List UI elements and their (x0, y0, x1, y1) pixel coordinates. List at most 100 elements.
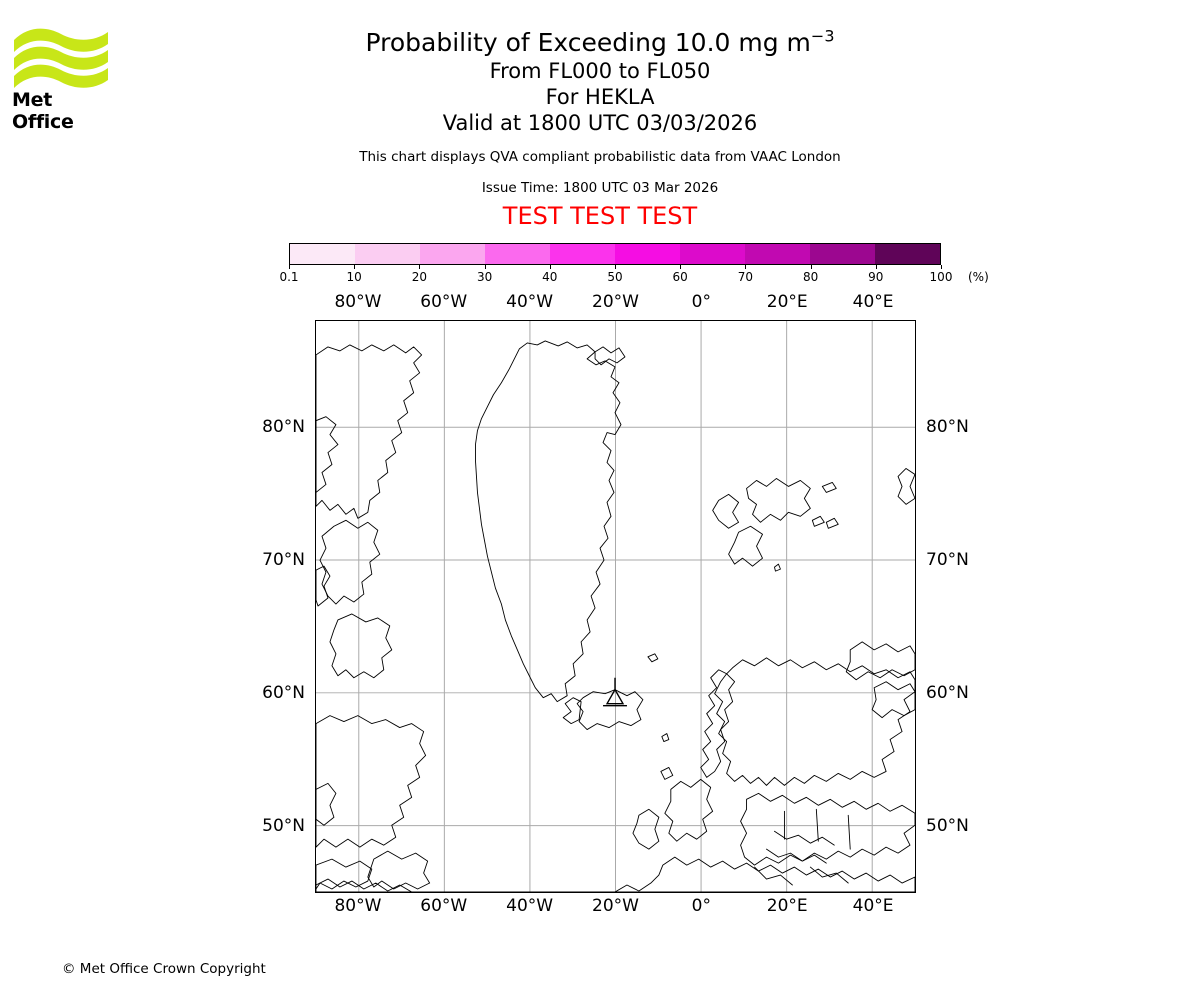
coast-scandinavia (714, 657, 915, 786)
copyright-notice: © Met Office Crown Copyright (62, 961, 266, 977)
graticule-gridlines (316, 321, 915, 892)
colorbar-tick-label-1: 10 (346, 270, 362, 284)
colorbar-tick-mark-5 (615, 265, 616, 269)
lat-label-left-70°N: 70°N (262, 549, 305, 570)
lon-label-top-40°W: 40°W (506, 292, 554, 312)
colorbar-unit-label: (%) (968, 270, 989, 284)
coast-labrador (316, 715, 427, 848)
lat-label-right-60°N: 60°N (926, 683, 969, 704)
coast-white-sea (871, 681, 915, 719)
lon-label-bottom-0°: 0° (691, 896, 712, 916)
coast-greenland-ne (594, 346, 626, 366)
coast-faroe-islands (661, 733, 670, 742)
title-volcano: For HEKLA (545, 85, 655, 109)
lon-label-bottom-20°W: 20°W (592, 896, 639, 916)
colorbar-tick-label-9: 90 (868, 270, 884, 284)
coast-nova-scotia (316, 858, 373, 890)
colorbar-segment-0 (290, 244, 355, 264)
colorbar-gradient (289, 243, 941, 265)
colorbar-segment-1 (355, 244, 420, 264)
coast-baffin-island (319, 519, 381, 605)
colorbar-segment-2 (420, 244, 485, 264)
coast-svalbard-island-c (825, 517, 839, 529)
coast-svalbard-island-a (821, 481, 837, 493)
lon-label-bottom-60°W: 60°W (420, 896, 468, 916)
colorbar-tick-mark-3 (484, 265, 486, 269)
colorbar-tick-label-2: 20 (411, 270, 428, 284)
colorbar-segment-9 (875, 244, 940, 264)
coast-norway-west (700, 669, 736, 778)
colorbar-tick-mark-10 (941, 265, 942, 269)
colorbar-tick-label-6: 60 (672, 270, 688, 284)
page-title: Probability of Exceeding 10.0 mg m−3 (0, 28, 1200, 58)
colorbar-tick-label-5: 50 (607, 270, 623, 284)
colorbar-segment-7 (745, 244, 810, 264)
border-central-europe-a (774, 830, 835, 846)
coast-kola-peninsula (845, 641, 915, 681)
title-flight-levels: From FL000 to FL050 (489, 59, 711, 83)
coast-iceland (576, 689, 644, 731)
colorbar-tick-mark-4 (549, 265, 551, 269)
coast-great-britain (664, 778, 714, 842)
coast-arctic-island-a (316, 416, 339, 493)
colorbar-tick-label-7: 70 (737, 270, 754, 284)
colorbar-tick-mark-2 (419, 265, 421, 269)
met-office-logo: Met Office (12, 24, 110, 133)
test-banner: TEST TEST TEST (502, 202, 698, 230)
colorbar-segment-5 (615, 244, 680, 264)
title-exponent: −3 (810, 26, 835, 46)
coast-shetland (660, 766, 674, 780)
colorbar-tick-mark-6 (680, 265, 682, 269)
colorbar-tick-mark-8 (810, 265, 812, 269)
lon-label-top-80°W: 80°W (334, 292, 382, 312)
title-issue-time: Issue Time: 1800 UTC 03 Mar 2026 (481, 180, 719, 196)
lon-label-top-60°W: 60°W (420, 292, 468, 312)
probability-colorbar (289, 243, 941, 265)
lat-label-left-60°N: 60°N (262, 683, 305, 704)
map-frame (315, 320, 916, 893)
colorbar-tick-label-0: 0.1 (279, 270, 299, 284)
logo-wave-icon (14, 28, 108, 88)
colorbar-tick-label-8: 80 (802, 270, 819, 284)
map-canvas[interactable] (316, 321, 915, 892)
coast-newfoundland (367, 850, 431, 890)
lat-label-left-80°N: 80°N (262, 416, 305, 437)
coast-ellesmere (316, 344, 423, 519)
colorbar-tick-label-10: 100 (929, 270, 953, 284)
lat-label-left-50°N: 50°N (262, 816, 305, 837)
border-alpine (754, 866, 793, 886)
border-vertical-b (815, 808, 819, 842)
coast-jan-mayen (647, 653, 659, 663)
lon-label-top-0°: 0° (691, 292, 712, 312)
coast-novaya-zemlya (897, 468, 915, 505)
coast-greenland (475, 340, 622, 703)
colorbar-tick-label-3: 30 (476, 270, 493, 284)
coast-continental-europe (316, 856, 915, 892)
coast-small-island-a (774, 563, 781, 572)
coast-spitsbergen-south (728, 525, 763, 567)
map-panel (315, 320, 916, 893)
colorbar-tick-mark-7 (745, 265, 747, 269)
colorbar-tick-mark-9 (875, 265, 877, 269)
coastline-paths (316, 340, 915, 892)
border-vertical-c (847, 814, 851, 850)
title-qva-note: This chart displays QVA compliant probab… (359, 149, 841, 165)
colorbar-tick-mark-1 (354, 265, 356, 269)
lon-label-bottom-40°W: 40°W (506, 896, 554, 916)
lon-label-bottom-80°W: 80°W (334, 896, 382, 916)
title-main-text: Probability of Exceeding 10.0 mg m (365, 28, 811, 57)
coast-svalbard (746, 478, 811, 523)
colorbar-segment-4 (550, 244, 615, 264)
lat-label-right-50°N: 50°N (926, 816, 969, 837)
coast-iceland-westfjords (562, 697, 582, 725)
lat-label-right-80°N: 80°N (926, 416, 969, 437)
colorbar-ticks: 0.1 10 20 30 40 50 60 70 80 90 100 (279, 265, 952, 285)
lon-label-top-20°W: 20°W (592, 292, 639, 312)
logo-text: Met Office (12, 89, 74, 133)
colorbar-tick-mark-0 (289, 265, 290, 269)
coast-ireland (632, 808, 660, 850)
border-central-europe-b (766, 848, 827, 864)
coast-hudson-strait (316, 782, 337, 826)
hekla-volcano-marker[interactable] (603, 677, 627, 707)
coast-svalbard-west (712, 493, 740, 529)
